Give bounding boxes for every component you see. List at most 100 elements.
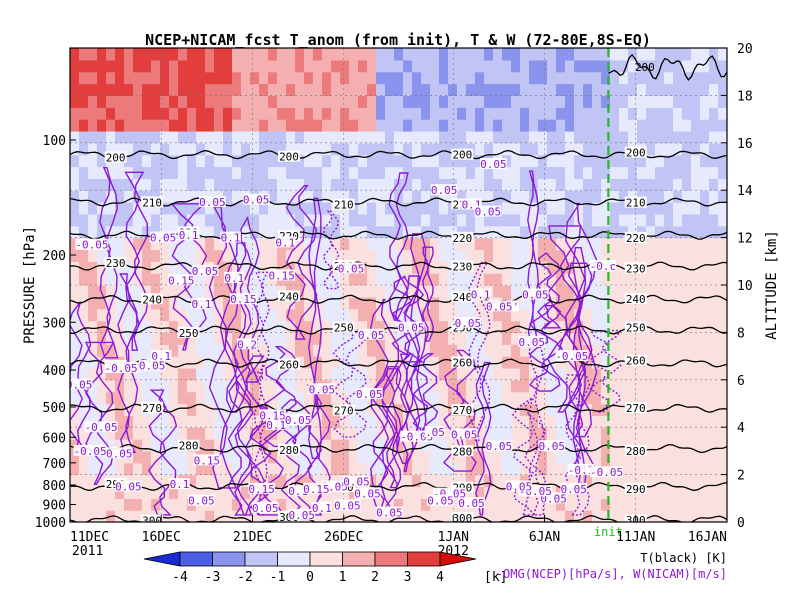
heat-cell [475, 427, 485, 440]
heat-cell [178, 498, 188, 511]
heat-cell [205, 474, 215, 488]
heat-cell [628, 95, 638, 108]
heat-cell [718, 510, 727, 522]
heat-cell [709, 273, 719, 286]
heat-cell [124, 95, 134, 108]
heat-cell [529, 367, 539, 381]
heat-cell [511, 332, 521, 345]
heat-cell [331, 332, 341, 345]
heat-cell [520, 367, 530, 381]
temperature-label-bg [177, 439, 200, 451]
heat-cell [394, 403, 404, 416]
heat-cell [655, 273, 665, 286]
heat-cell [331, 273, 341, 286]
heat-cell [691, 367, 701, 381]
heat-cell [655, 142, 665, 156]
heat-cell [250, 450, 260, 464]
heat-cell [430, 367, 440, 381]
heat-cell [691, 510, 701, 522]
heat-cell [619, 107, 629, 120]
heat-cell [655, 213, 665, 227]
heat-cell [583, 154, 593, 168]
w-contour-label: -0.05 [75, 238, 108, 252]
heat-cell [448, 130, 458, 144]
w-contour [85, 341, 115, 485]
heat-cell [529, 107, 539, 120]
heat-cell [700, 59, 710, 73]
heat-cell [646, 225, 656, 239]
heat-cell [565, 308, 575, 322]
heat-cell [133, 202, 143, 215]
heat-cell [682, 154, 692, 168]
heat-cell [322, 48, 332, 61]
heat-cell [241, 462, 251, 476]
date-tick-label: 11DEC [70, 530, 109, 545]
heat-cell [151, 130, 161, 144]
heat-cell [556, 320, 566, 333]
heat-cell [322, 308, 332, 322]
w-contour-label-text: 0.1 [471, 288, 491, 301]
heat-cell [223, 474, 233, 488]
heat-cell [556, 190, 566, 203]
heat-cell [367, 119, 377, 132]
heat-cell [385, 154, 395, 168]
heat-cell [619, 510, 629, 522]
heat-cell [385, 474, 395, 488]
w-contour-label-bg [486, 300, 520, 312]
heat-cell [250, 166, 260, 179]
heat-cell [187, 367, 197, 381]
heat-cell [691, 166, 701, 179]
heat-cell [637, 83, 647, 96]
heat-cell [538, 71, 548, 85]
w-contour [322, 210, 340, 290]
heat-cell [601, 202, 611, 215]
heat-cell [583, 273, 593, 286]
heat-cell [241, 154, 251, 168]
heat-cell [313, 59, 323, 73]
heat-cell [304, 95, 314, 108]
heat-cell [421, 462, 431, 476]
heat-cell [403, 273, 413, 286]
heat-cell [664, 142, 674, 156]
heat-cell [313, 202, 323, 215]
heat-cell [457, 237, 467, 251]
heat-cell [664, 59, 674, 73]
w-contour-label: 0.1 [223, 271, 245, 285]
heat-cell [196, 308, 206, 322]
heat-cell [106, 332, 116, 345]
heat-cell [232, 261, 242, 274]
heat-cell [439, 202, 449, 215]
heat-cell [718, 344, 727, 357]
heat-cell [286, 130, 296, 144]
heat-cell [214, 83, 224, 96]
heat-cell [538, 119, 548, 132]
heat-cell [700, 71, 710, 85]
temperature-label-text: 240 [279, 290, 299, 303]
heat-cell [448, 59, 458, 73]
w-contour-label-text: 0.05 [560, 483, 587, 496]
heat-cell [583, 367, 593, 381]
heat-cell [430, 391, 440, 405]
heat-cell [133, 367, 143, 381]
temperature-label-text: 220 [626, 232, 646, 245]
heat-cell [421, 510, 431, 522]
heat-cell [475, 95, 485, 108]
heat-cell [178, 427, 188, 440]
heat-cell [502, 95, 512, 108]
heat-cell [187, 391, 197, 405]
heat-cell [97, 450, 107, 464]
heat-cell [673, 403, 683, 416]
heat-cell [475, 166, 485, 179]
heat-cell [79, 427, 89, 440]
heat-cell [718, 379, 727, 393]
heat-cell [115, 83, 125, 96]
w-contour-label-bg [505, 480, 533, 492]
heat-cell [322, 391, 332, 405]
heat-cell [97, 213, 107, 227]
heat-cell [619, 166, 629, 179]
heat-cell [646, 213, 656, 227]
heat-cell [214, 225, 224, 239]
heat-cell [268, 332, 278, 345]
heat-cell [475, 367, 485, 381]
w-contour-label-bg [480, 158, 507, 170]
